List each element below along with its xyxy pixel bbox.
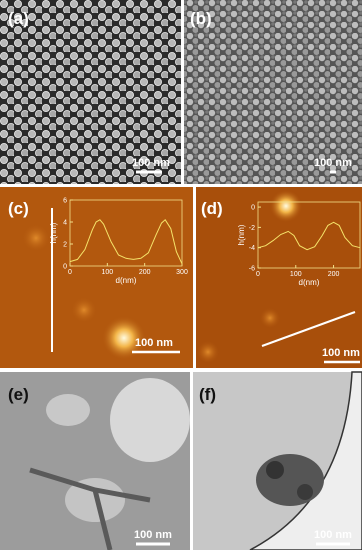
particle <box>22 224 50 252</box>
scale-bar-label: 100 nm <box>135 337 173 349</box>
particle <box>270 190 302 222</box>
y-tick-label: -2 <box>249 225 255 232</box>
scale-bar-label: 100 nm <box>132 157 170 169</box>
particle <box>260 308 280 328</box>
particle <box>71 297 97 323</box>
particle-cluster <box>256 454 324 506</box>
x-tick-label: 200 <box>139 269 151 276</box>
x-axis-label: d(nm) <box>116 276 137 285</box>
x-tick-label: 0 <box>256 271 260 278</box>
particle <box>297 484 313 500</box>
panel-label: (c) <box>8 199 29 218</box>
particle <box>197 341 219 363</box>
x-tick-label: 100 <box>101 269 113 276</box>
figure: (a) (b) (c) (d) (e) (f) 100 nm 100 nm 10… <box>0 0 362 550</box>
particle <box>266 461 284 479</box>
y-tick-label: 6 <box>63 198 67 205</box>
page: {"panels": [ {"label": "(a)", "scale_bar… <box>0 0 362 550</box>
panel-label: (a) <box>8 9 29 28</box>
panel-label: (f) <box>199 385 216 404</box>
panel-label: (e) <box>8 385 29 404</box>
hole <box>110 378 190 462</box>
panel-label: (b) <box>190 9 212 28</box>
y-tick-label: 0 <box>251 205 255 212</box>
scale-bar-label: 100 nm <box>314 157 352 169</box>
scale-bar-label: 100 nm <box>322 347 360 359</box>
x-tick-label: 0 <box>68 269 72 276</box>
y-tick-label: 4 <box>63 220 67 227</box>
x-tick-label: 100 <box>290 271 302 278</box>
y-tick-label: -6 <box>249 266 255 273</box>
x-tick-label: 200 <box>328 271 340 278</box>
panel-label: (d) <box>201 199 223 218</box>
x-tick-label: 300 <box>176 269 188 276</box>
y-axis-label: h(nm) <box>49 222 58 243</box>
y-tick-label: 2 <box>63 242 67 249</box>
scale-bar-label: 100 nm <box>314 529 352 541</box>
y-tick-label: -4 <box>249 245 255 252</box>
y-axis-label: h(nm) <box>237 224 246 245</box>
hole <box>46 394 90 426</box>
y-tick-label: 0 <box>63 264 67 271</box>
scale-bar-label: 100 nm <box>134 529 172 541</box>
x-axis-label: d(nm) <box>299 278 320 287</box>
